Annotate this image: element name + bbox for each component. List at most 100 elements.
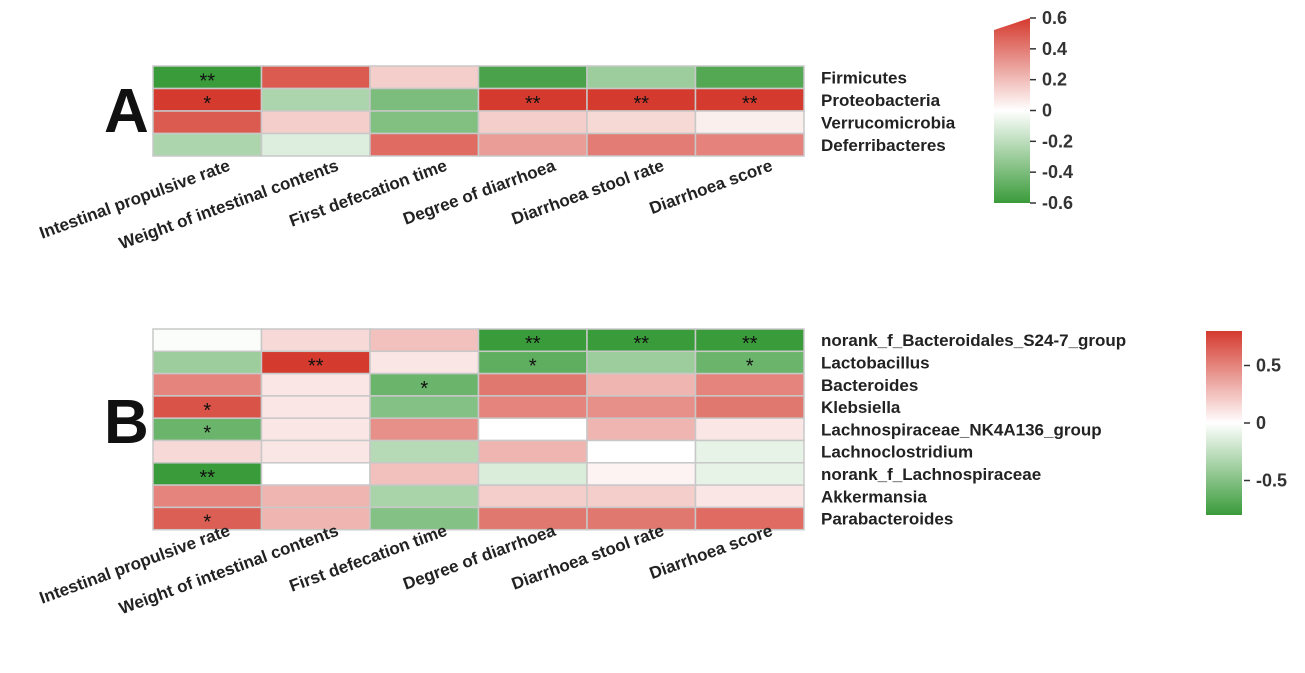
heatmap-cell (694, 132, 805, 157)
row-label: Deferribacteres (821, 136, 946, 155)
heatmap-cell (260, 65, 371, 90)
significance-marker: ** (633, 333, 649, 355)
row-label: Lachnoclostridium (821, 443, 973, 462)
significance-marker: ** (308, 355, 324, 377)
heatmap-cell (694, 417, 805, 442)
row-label: Parabacteroides (821, 510, 953, 529)
colorbar-tick-label: 0 (1042, 101, 1052, 121)
heatmap-cell (369, 87, 480, 112)
heatmap-cell (260, 484, 371, 509)
significance-marker: * (203, 93, 211, 115)
heatmap-cell (369, 506, 480, 531)
significance-marker: ** (633, 93, 649, 115)
heatmap-cell (152, 439, 263, 464)
row-label: Bacteroides (821, 376, 918, 395)
panel-label: B (104, 388, 149, 457)
heatmap-cell (260, 417, 371, 442)
colorbar-tick-label: -0.4 (1042, 162, 1073, 182)
colorbar-a: 0.6 0.4 0.2 0 -0.2 -0.4 -0.6 (994, 8, 1073, 213)
row-label: Akkermansia (821, 487, 927, 506)
heatmap-cell (586, 395, 697, 419)
colorbar-tick-label: 0.2 (1042, 70, 1067, 90)
heatmap-cell (369, 110, 480, 135)
heatmap-b: ** ** ** norank_f_Bacteroidales_S24-7_group… (37, 328, 1126, 618)
heatmap-cell (586, 439, 697, 464)
heatmap-cell (260, 462, 371, 486)
colorbar-a-gradient (994, 18, 1030, 203)
significance-marker: ** (525, 333, 541, 355)
heatmap-cell (477, 65, 588, 90)
heatmap-a: ** Firmicutes* ** ** ** ProteobacteriaVerruco… (37, 65, 956, 253)
heatmap-cell (586, 372, 697, 397)
heatmap-cell (586, 462, 697, 486)
heatmap-cell (369, 132, 480, 157)
heatmap-cell (694, 65, 805, 90)
heatmap-cell (260, 439, 371, 464)
row-label: Lactobacillus (821, 353, 930, 372)
heatmap-cell (477, 439, 588, 464)
heatmap-cell (369, 462, 480, 486)
heatmap-cell (586, 132, 697, 157)
heatmap-cell (152, 350, 263, 375)
heatmap-cell (369, 439, 480, 464)
colorbar-tick-label: 0.6 (1042, 8, 1067, 28)
significance-marker: * (420, 378, 428, 400)
heatmap-cell (260, 506, 371, 531)
significance-marker: * (746, 355, 754, 377)
heatmap-cell (477, 132, 588, 157)
heatmap-cell (694, 484, 805, 509)
colorbar-b-gradient (1206, 331, 1242, 515)
heatmap-cell (586, 65, 697, 90)
significance-marker: ** (742, 93, 758, 115)
heatmap-cell (369, 65, 480, 90)
heatmap-cell (694, 110, 805, 135)
heatmap-cell (260, 87, 371, 112)
heatmap-cell (369, 395, 480, 419)
heatmap-cell (260, 328, 371, 353)
heatmap-cell (152, 132, 263, 157)
significance-marker: ** (525, 93, 541, 115)
significance-marker: * (203, 422, 211, 444)
heatmap-cell (152, 110, 263, 135)
colorbar-tick-label: -0.6 (1042, 193, 1073, 213)
significance-marker: * (203, 512, 211, 534)
column-label: Diarrhoea score (647, 156, 775, 218)
heatmap-cell (260, 110, 371, 135)
heatmap-cell (694, 439, 805, 464)
row-label: norank_f_Bacteroidales_S24-7_group (821, 331, 1126, 350)
colorbar-tick-label: 0 (1256, 413, 1266, 433)
heatmap-cell (694, 506, 805, 531)
row-label: Lachnospiraceae_NK4A136_group (821, 420, 1102, 439)
row-label: Verrucomicrobia (821, 113, 956, 132)
heatmap-cell (260, 395, 371, 419)
heatmap-cell (152, 328, 263, 353)
heatmap-cell (477, 110, 588, 135)
heatmap-cell (586, 417, 697, 442)
significance-marker: * (529, 355, 537, 377)
heatmap-cell (477, 372, 588, 397)
colorbar-tick-label: -0.2 (1042, 131, 1073, 151)
row-label: Firmicutes (821, 68, 907, 87)
colorbar-b: 0.5 0 -0.5 (1206, 331, 1287, 515)
row-label: Klebsiella (821, 398, 901, 417)
row-label: norank_f_Lachnospiraceae (821, 465, 1041, 484)
heatmap-cell (369, 328, 480, 353)
heatmap-cell (369, 484, 480, 509)
heatmap-cell (586, 484, 697, 509)
colorbar-tick-label: -0.5 (1256, 471, 1287, 491)
heatmap-cell (694, 372, 805, 397)
heatmap-cell (477, 417, 588, 442)
panel-label: A (104, 77, 149, 146)
heatmap-cell (586, 350, 697, 375)
row-label: Proteobacteria (821, 91, 941, 110)
colorbar-tick-label: 0.4 (1042, 39, 1067, 59)
heatmap-cell (477, 395, 588, 419)
significance-marker: * (203, 400, 211, 422)
heatmap-cell (477, 506, 588, 531)
heatmap-cell (694, 462, 805, 486)
heatmap-cell (260, 372, 371, 397)
heatmap-cell (586, 110, 697, 135)
significance-marker: ** (199, 467, 215, 489)
heatmap-cell (477, 462, 588, 486)
